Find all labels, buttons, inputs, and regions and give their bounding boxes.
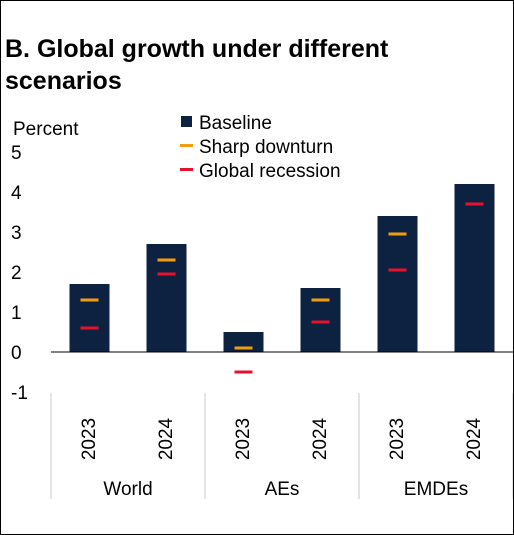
x-tick-label: 2023	[387, 418, 408, 460]
marker-global-recession-3	[311, 320, 330, 324]
marker-global-recession-4	[388, 268, 407, 272]
bar-baseline-4	[377, 216, 418, 352]
marker-global-recession-1	[157, 272, 176, 276]
x-tick-label: 2024	[310, 417, 331, 460]
marker-sharp-downturn-4	[388, 232, 407, 236]
y-tick-label: 0	[11, 343, 22, 364]
bar-baseline-2	[223, 332, 264, 352]
bar-baseline-5	[454, 184, 495, 352]
marker-sharp-downturn-1	[157, 258, 176, 262]
group-label: EMDEs	[404, 479, 468, 500]
x-tick-label: 2024	[156, 417, 177, 460]
group-label: World	[103, 479, 152, 500]
y-tick-label: 3	[11, 223, 22, 244]
group-label: AEs	[265, 479, 300, 500]
legend-label: Sharp downturn	[199, 137, 333, 158]
marker-global-recession-0	[80, 326, 99, 330]
y-tick-label: -1	[11, 383, 28, 404]
legend-label: Baseline	[199, 113, 272, 134]
marker-sharp-downturn-0	[80, 298, 99, 302]
legend-swatch-bar	[181, 116, 192, 127]
marker-sharp-downturn-3	[311, 298, 330, 302]
y-tick-label: 4	[11, 183, 22, 204]
bar-baseline-3	[300, 288, 341, 352]
legend-swatch-sharp-downturn	[180, 144, 193, 147]
marker-global-recession-5	[465, 202, 484, 206]
chart-title: B. Global growth under different scenari…	[5, 35, 389, 95]
y-axis-label: Percent	[13, 119, 79, 140]
bar-baseline-1	[146, 244, 187, 352]
y-tick-label: 1	[11, 303, 22, 324]
legend-swatch-global-recession	[180, 168, 193, 171]
legend-label: Global recession	[199, 161, 341, 182]
y-tick-label: 5	[11, 143, 22, 164]
x-tick-label: 2023	[233, 418, 254, 460]
bar-baseline-0	[69, 284, 110, 352]
y-tick-label: 2	[11, 263, 22, 284]
marker-global-recession-2	[234, 370, 253, 374]
marker-sharp-downturn-2	[234, 346, 253, 350]
x-tick-label: 2024	[464, 417, 485, 460]
x-tick-label: 2023	[79, 418, 100, 460]
